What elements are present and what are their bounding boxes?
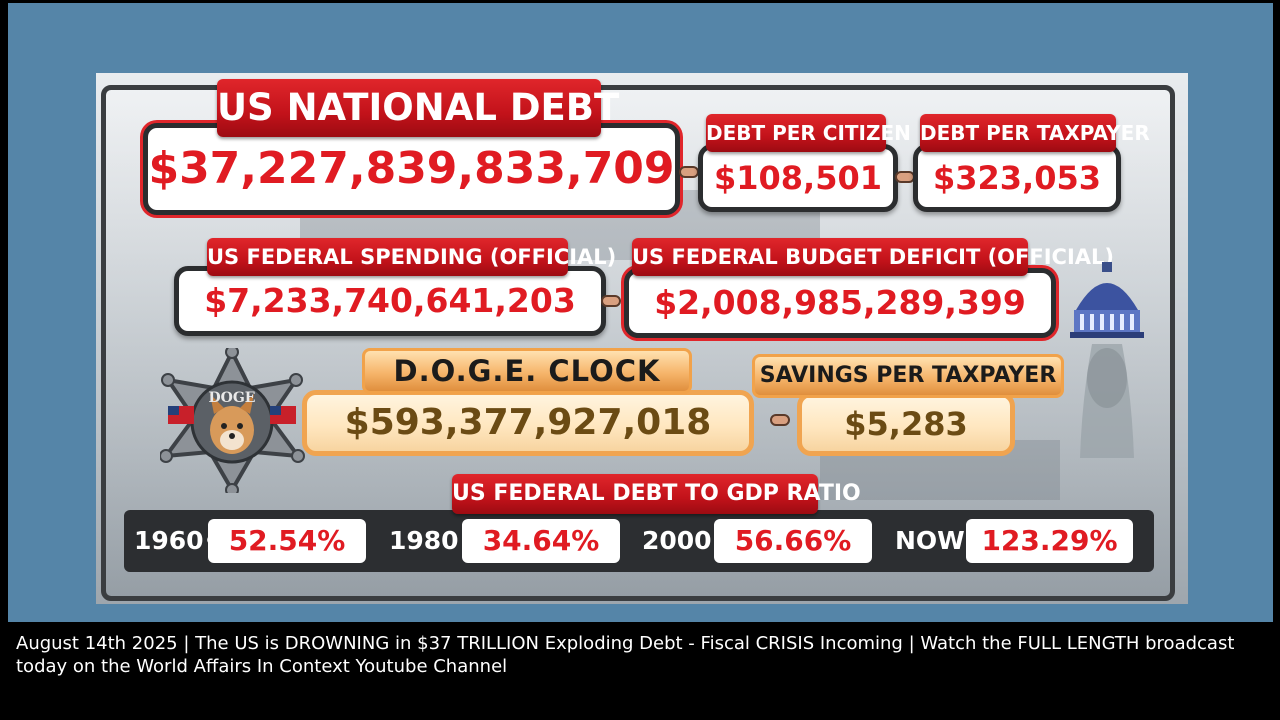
doge-sheriff-badge-icon: DOGE <box>160 348 305 493</box>
connector-link <box>601 295 621 307</box>
connector-link <box>679 166 699 178</box>
connector-link <box>895 171 915 183</box>
capitol-dome-icon <box>1070 262 1144 458</box>
budget-deficit-value: $2,008,985,289,399 <box>624 268 1056 338</box>
gdp-value-2000: 56.66% <box>714 519 872 563</box>
federal-spending-label: US FEDERAL SPENDING (OFFICIAL) <box>207 238 616 276</box>
gdp-year-1960: 1960• <box>134 526 220 555</box>
savings-per-taxpayer-label: SAVINGS PER TAXPAYER <box>752 354 1064 398</box>
debt-per-citizen-label: DEBT PER CITIZEN <box>706 114 911 152</box>
debt-per-taxpayer-value: $323,053 <box>913 144 1121 212</box>
savings-per-taxpayer-value: $5,283 <box>797 392 1015 456</box>
gdp-value-now: 123.29% <box>966 519 1133 563</box>
gdp-ratio-label: US FEDERAL DEBT TO GDP RATIO <box>452 474 861 514</box>
budget-deficit-label: US FEDERAL BUDGET DEFICIT (OFFICIAL) <box>632 238 1114 276</box>
federal-spending-value: $7,233,740,641,203 <box>174 266 606 336</box>
gdp-value-1980: 34.64% <box>462 519 620 563</box>
doge-clock-value: $593,377,927,018 <box>302 390 754 456</box>
debt-per-citizen-value: $108,501 <box>698 144 898 212</box>
connector-link <box>770 414 790 426</box>
debt-per-taxpayer-label: DEBT PER TAXPAYER <box>920 114 1150 152</box>
video-caption: August 14th 2025 | The US is DROWNING in… <box>16 633 1235 677</box>
national-debt-label: US NATIONAL DEBT <box>217 79 619 137</box>
gdp-value-1960: 52.54% <box>208 519 366 563</box>
badge-text: DOGE <box>209 390 256 406</box>
national-debt-value: $37,227,839,833,709 <box>143 123 680 215</box>
doge-clock-label: D.O.G.E. CLOCK <box>362 348 692 394</box>
